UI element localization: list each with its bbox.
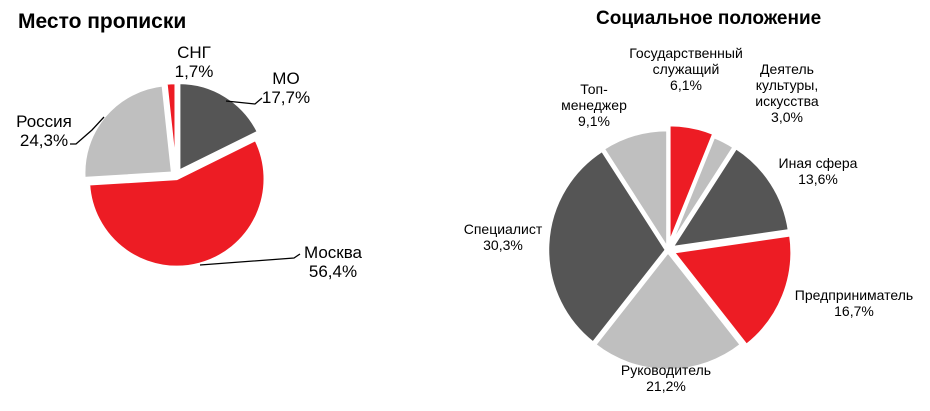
pie-slice-деятель-культуры-искусства [668, 135, 736, 248]
slice-label-мо: МО 17,7% [262, 69, 310, 107]
slice-label-предприниматель: Предприниматель 16,7% [795, 287, 913, 319]
slice-label-москва: Москва 56,4% [304, 243, 363, 281]
slice-name-мо: МО [272, 69, 299, 88]
pie-slice-государственный-служащий [668, 123, 716, 244]
pie-slice-москва [87, 138, 267, 269]
chart-title-social-status: Социальное положение [596, 8, 822, 29]
slice-label-снг: СНГ 1,7% [175, 43, 214, 81]
slice-name-москва: Москва [304, 243, 363, 262]
slice-name-иная-сфера: Иная сфера [779, 155, 858, 171]
slice-name-деятель-культуры-искусства: Деятель [760, 61, 814, 77]
slice-percent-россия: 24,3% [20, 131, 68, 150]
slice-name-топ-менеджер: менеджер [561, 97, 627, 113]
slice-percent-снг: 1,7% [175, 62, 214, 81]
leader-line-москва [199, 253, 301, 266]
slice-name-россия: Россия [16, 112, 72, 131]
slice-label-деятель-культуры-искусства: Деятель культуры, искусства 3,0% [755, 61, 819, 125]
leader-line-мо [225, 97, 263, 105]
slice-name-специалист: Специалист [464, 221, 543, 237]
slice-percent-топ-менеджер: 9,1% [578, 113, 610, 129]
slice-label-государственный-служащий: Государственный служащий 6,1% [629, 45, 743, 93]
slice-name-деятель-культуры-искусства: искусства [755, 93, 819, 109]
pie-chart-1: МО 17,7% Москва 56,4% Россия 24,3% СНГ 1,7% [16, 43, 362, 281]
pie-slice-руководитель [593, 249, 743, 372]
pie-slice-специалист [546, 148, 668, 345]
slice-percent-деятель-культуры-искусства: 3,0% [771, 109, 803, 125]
slice-label-специалист: Специалист 30,3% [464, 221, 543, 253]
slice-name-деятель-культуры-искусства: культуры, [756, 77, 819, 93]
slice-name-топ-менеджер: Топ- [580, 81, 608, 97]
slice-name-государственный-служащий: служащий [653, 61, 720, 77]
pie-slice-россия [82, 83, 174, 180]
slice-percent-предприниматель: 16,7% [834, 303, 874, 319]
slice-percent-руководитель: 21,2% [646, 378, 686, 394]
slice-label-россия: Россия 24,3% [16, 112, 72, 150]
pie-slice-топ-менеджер [601, 128, 669, 253]
slice-label-иная-сфера: Иная сфера 13,6% [779, 155, 858, 187]
slice-name-предприниматель: Предприниматель [795, 287, 913, 303]
slice-percent-мо: 17,7% [262, 88, 310, 107]
slice-label-топ-менеджер: Топ-менеджер 9,1% [561, 81, 627, 129]
slice-percent-москва: 56,4% [309, 262, 357, 281]
chart-title-registration: Место прописки [18, 10, 187, 33]
pie-chart-2: Государственный служащий 6,1%Деятель культу… [464, 45, 913, 394]
slice-name-снг: СНГ [177, 43, 211, 62]
slice-percent-иная-сфера: 13,6% [798, 171, 838, 187]
pie-slice-снг [164, 81, 177, 172]
slice-percent-государственный-служащий: 6,1% [670, 77, 702, 93]
slice-name-руководитель: Руководитель [621, 362, 711, 378]
leader-line-россия [70, 116, 105, 145]
slice-percent-специалист: 30,3% [483, 237, 523, 253]
slice-name-государственный-служащий: Государственный [629, 45, 743, 61]
pie-slice-иная-сфера [669, 146, 791, 249]
slice-label-руководитель: Руководитель 21,2% [621, 362, 711, 394]
pie-slice-предприниматель [671, 233, 793, 347]
pie-slice-мо [177, 81, 260, 173]
